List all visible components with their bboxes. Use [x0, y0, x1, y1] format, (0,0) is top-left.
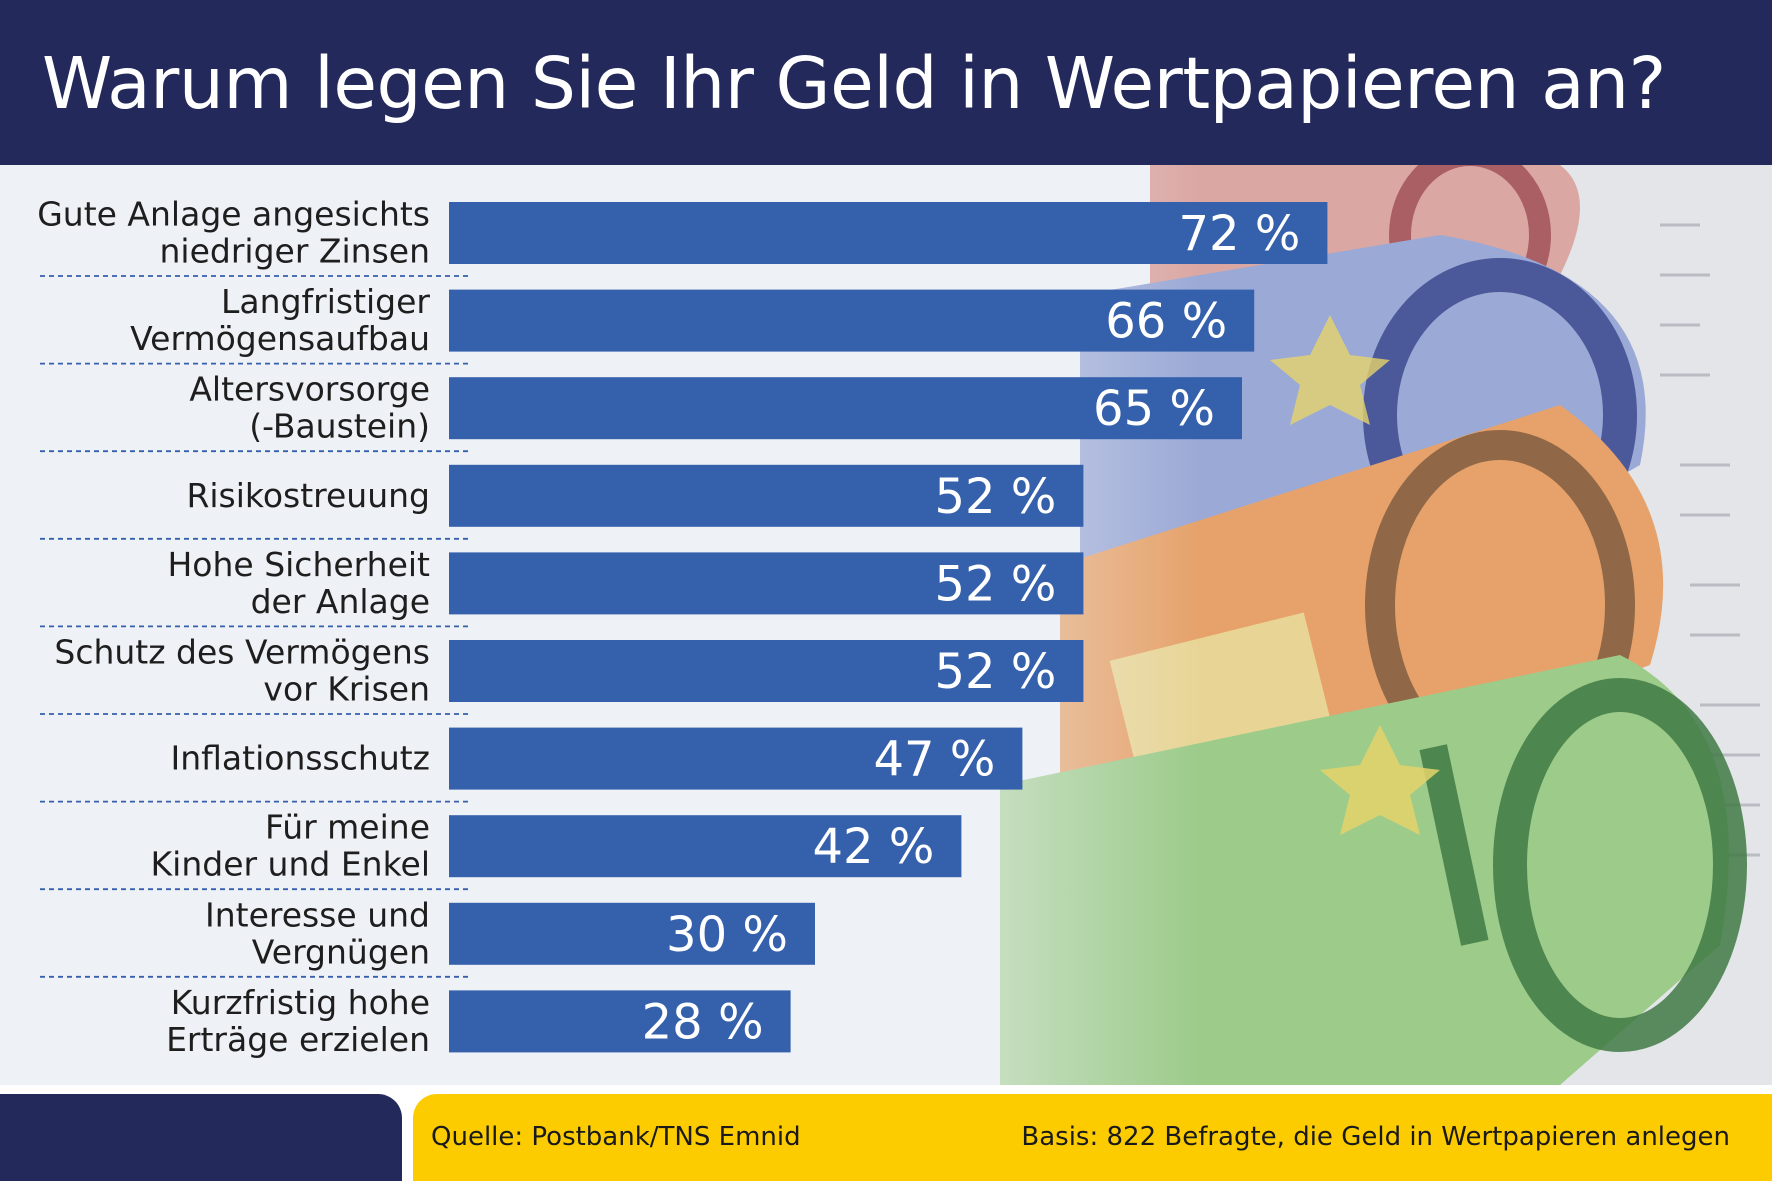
category-label: vor Krisen — [263, 670, 430, 709]
category-label: der Anlage — [251, 582, 430, 621]
category-label: Erträge erzielen — [166, 1020, 430, 1059]
value-label: 28 % — [642, 994, 764, 1050]
category-label: niedriger Zinsen — [160, 232, 430, 271]
category-label: Interesse und — [205, 895, 430, 934]
bar — [449, 289, 1255, 352]
bar — [449, 552, 1084, 615]
category-label: Kinder und Enkel — [151, 845, 430, 884]
category-label: Hohe Sicherheit — [167, 545, 430, 584]
value-label: 42 % — [812, 819, 934, 875]
bar — [449, 202, 1328, 264]
value-label: 47 % — [873, 732, 995, 788]
category-label: Vermögensaufbau — [130, 319, 430, 358]
value-label: 72 % — [1178, 206, 1300, 262]
bar — [449, 902, 815, 965]
bar — [449, 377, 1242, 440]
chart-area: 72 % Gute Anlage angesichts niedriger Zins… — [0, 165, 1772, 1085]
value-label: 30 % — [666, 907, 788, 963]
category-label: Inflationsschutz — [171, 739, 431, 778]
value-label: 52 % — [934, 644, 1056, 700]
header-banner: Warum legen Sie Ihr Geld in Wertpapieren… — [0, 0, 1772, 165]
category-label: Für meine — [265, 808, 430, 847]
footer-left-block — [0, 1094, 402, 1181]
source-text: Quelle: Postbank/TNS Emnid — [431, 1122, 801, 1152]
value-label: 52 % — [934, 469, 1056, 525]
category-label: Schutz des Vermögens — [54, 633, 430, 672]
category-label: (-Baustein) — [249, 407, 430, 446]
footer-source-bar: Quelle: Postbank/TNS Emnid Basis: 822 Be… — [413, 1094, 1772, 1181]
bar — [449, 727, 1023, 790]
category-label: Risikostreuung — [186, 476, 430, 515]
bar — [449, 640, 1084, 702]
category-label: Gute Anlage angesichts — [37, 195, 430, 234]
category-label: Langfristiger — [221, 282, 430, 321]
bar — [449, 990, 791, 1053]
bar — [449, 464, 1084, 527]
category-label: Vergnügen — [252, 932, 430, 971]
bar — [449, 815, 962, 878]
value-label: 65 % — [1093, 381, 1215, 437]
value-label: 52 % — [934, 556, 1056, 612]
category-label: Altersvorsorge — [189, 370, 430, 409]
chart-title: Warum legen Sie Ihr Geld in Wertpapieren… — [42, 42, 1666, 125]
basis-text: Basis: 822 Befragte, die Geld in Wertpap… — [1021, 1122, 1730, 1152]
category-label: Kurzfristig hohe — [171, 983, 430, 1022]
value-label: 66 % — [1105, 294, 1227, 350]
